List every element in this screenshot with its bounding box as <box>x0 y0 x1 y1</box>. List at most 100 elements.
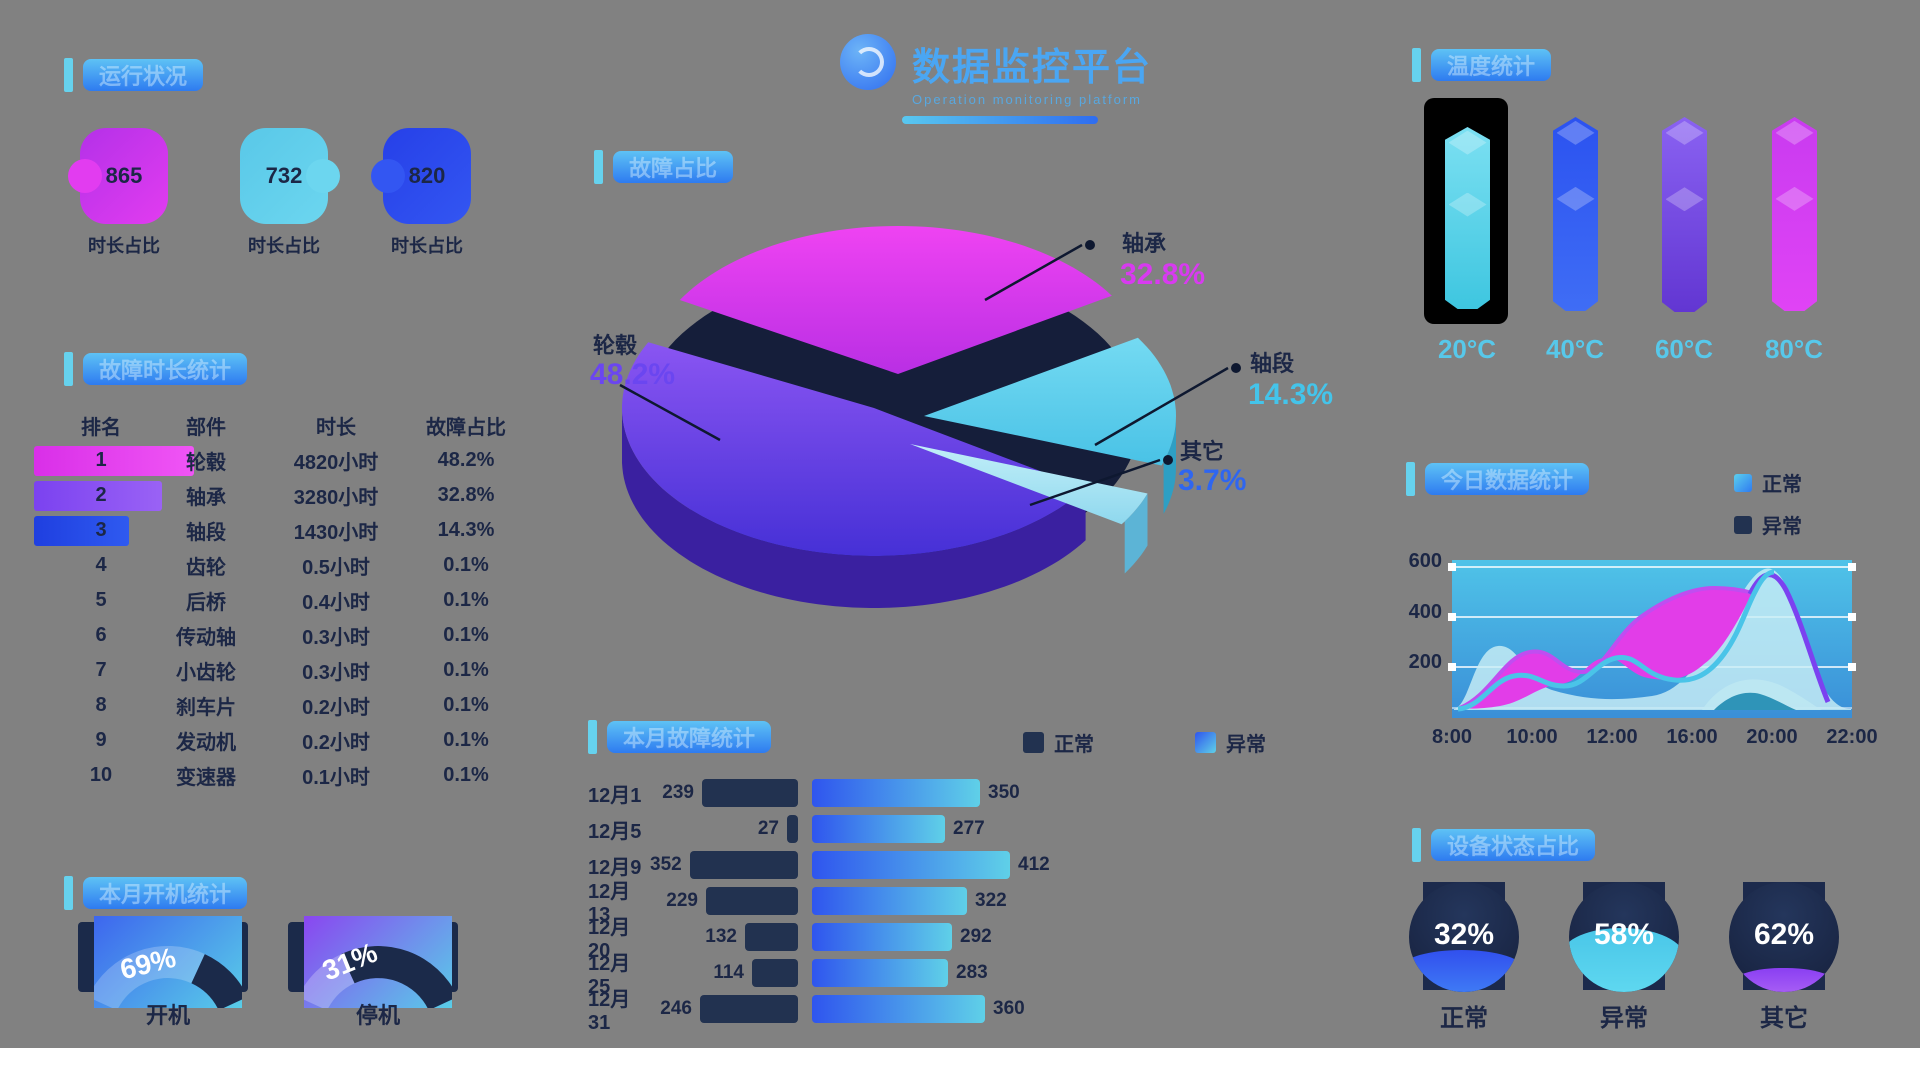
table-cell: 0.1% <box>443 694 489 716</box>
liquid-gauge-label: 异常 <box>1600 1005 1648 1032</box>
pie-label-pct: 48.2% <box>590 358 676 391</box>
pie-leader-line <box>984 243 1083 302</box>
fault-bar-row: 12月31 246 360 <box>588 989 1025 1034</box>
table-cell: 2 <box>95 484 107 506</box>
section-title: 本月开机统计 <box>83 877 248 909</box>
table-row[interactable]: 7 小齿轮 0.3小时 0.1% <box>56 653 526 688</box>
thermometer-bar[interactable] <box>1772 117 1817 311</box>
table-cell: 6 <box>95 624 107 646</box>
area-x-tick: 22:00 <box>1826 726 1878 748</box>
fault-bar-date: 12月31 <box>588 989 631 1034</box>
table-row[interactable]: 9 发动机 0.2小时 0.1% <box>56 723 526 758</box>
section-accent-bar <box>64 352 73 386</box>
table-cell: 传动轴 <box>176 627 236 649</box>
area-y-tick: 600 <box>1408 550 1442 572</box>
area-x-tick: 20:00 <box>1746 726 1798 748</box>
table-row[interactable]: 2 轴承 3280小时 32.8% <box>34 478 526 513</box>
pie-slice-其它[interactable] <box>910 444 1148 525</box>
fault-bar-abnormal-value: 322 <box>975 890 1007 911</box>
table-cell: 0.1% <box>443 659 489 681</box>
pie-chart <box>619 226 1241 608</box>
legend-swatch <box>1734 515 1752 534</box>
table-cell: 0.1小时 <box>302 767 370 789</box>
area-teal-mound <box>1714 692 1796 710</box>
pie-leader-line <box>619 383 721 442</box>
platform-logo-icon <box>840 34 896 90</box>
liquid-gauge-circle[interactable]: 58% <box>1569 882 1679 992</box>
fault-bar-abnormal[interactable] <box>812 815 945 843</box>
table-row[interactable]: 5 后桥 0.4小时 0.1% <box>56 583 526 618</box>
section-pie: 故障占比 <box>594 150 734 184</box>
fault-bar-abnormal-value: 412 <box>1018 854 1050 875</box>
liquid-gauge-circle[interactable]: 32% <box>1409 882 1519 992</box>
pie-slice-轴承[interactable] <box>679 226 1112 374</box>
area-tick-square <box>1848 613 1856 621</box>
table-row[interactable]: 4 齿轮 0.5小时 0.1% <box>56 548 526 583</box>
area-y-tick: 400 <box>1408 601 1442 623</box>
pie-leader-line <box>1029 458 1161 507</box>
fault-bar-abnormal[interactable] <box>812 887 967 915</box>
thermometer-bar[interactable] <box>1553 117 1598 311</box>
status-card: 732 <box>240 128 340 224</box>
table-cell: 8 <box>95 694 107 716</box>
fault-bar-normal[interactable] <box>752 959 798 987</box>
legend-area-normal[interactable]: 正常 <box>1734 468 1802 497</box>
gauge-label: 停机 <box>355 1003 400 1028</box>
table-cell: 0.1% <box>443 729 489 751</box>
fault-bar-abnormal[interactable] <box>812 995 985 1023</box>
fault-bar-row: 12月9 352 412 <box>588 851 1050 879</box>
legend-area-abnormal[interactable]: 异常 <box>1734 510 1802 539</box>
table-row[interactable]: 6 传动轴 0.3小时 0.1% <box>56 618 526 653</box>
table-header-cell: 时长 <box>316 417 356 439</box>
fault-bar-normal[interactable] <box>745 923 798 951</box>
pie-slice-轮毂[interactable] <box>622 342 1086 556</box>
section-accent-bar <box>594 150 603 184</box>
table-row[interactable]: 3 轴段 1430小时 14.3% <box>34 513 526 548</box>
table-cell: 3280小时 <box>293 487 379 509</box>
section-rank-table: 故障时长统计 <box>64 352 248 386</box>
table-cell: 刹车片 <box>176 697 236 719</box>
table-header-cell: 排名 <box>81 417 121 439</box>
thermometer-facet <box>1665 187 1704 212</box>
table-row[interactable]: 1 轮毂 4820小时 48.2% <box>34 443 526 478</box>
legend-label: 异常 <box>1226 734 1266 756</box>
table-cell: 0.2小时 <box>302 732 370 754</box>
fault-bar-abnormal[interactable] <box>812 923 952 951</box>
fault-bar-abnormal-value: 292 <box>960 926 992 947</box>
fault-bar-normal[interactable] <box>689 851 798 879</box>
table-cell: 0.1% <box>443 589 489 611</box>
fault-bar-normal[interactable] <box>702 779 798 807</box>
thermometer-bar[interactable] <box>1445 127 1490 309</box>
fault-bar-abnormal[interactable] <box>812 959 948 987</box>
pie-leader-line <box>1094 366 1229 447</box>
legend-label: 正常 <box>1054 734 1094 756</box>
legend-normal[interactable]: 正常 <box>1023 728 1094 757</box>
legend-abnormal[interactable]: 异常 <box>1195 728 1266 757</box>
liquid-gauge-fill <box>1729 968 1839 992</box>
liquid-gauge-tile: 32% <box>1409 882 1519 992</box>
fault-bar-normal[interactable] <box>700 995 798 1023</box>
liquid-gauge-circle[interactable]: 62% <box>1729 882 1839 992</box>
fault-bar-abnormal[interactable] <box>812 851 1010 879</box>
thermometer-facet <box>1556 120 1595 145</box>
table-row[interactable]: 10 变速器 0.1小时 0.1% <box>56 758 526 793</box>
fault-bar-abnormal[interactable] <box>812 779 980 807</box>
status-card-label: 时长占比 <box>391 236 463 256</box>
fault-bar-right-zone: 292 <box>812 923 992 951</box>
liquid-gauge-fill <box>1569 928 1679 992</box>
section-title: 温度统计 <box>1431 49 1552 81</box>
fault-bar-abnormal-value: 283 <box>956 962 988 983</box>
fault-bar-normal-value: 114 <box>713 962 744 983</box>
fault-bar-normal[interactable] <box>706 887 798 915</box>
fault-bar-row: 12月25 114 283 <box>588 953 988 998</box>
status-card-bump <box>306 159 340 193</box>
thermometer-bar[interactable] <box>1662 117 1707 312</box>
pie-slice-side <box>1163 416 1176 514</box>
liquid-gauge-tile: 62% <box>1729 882 1839 992</box>
liquid-gauge-value: 32% <box>1433 918 1495 951</box>
pie-slice-side <box>1124 493 1148 574</box>
area-chart-panel <box>1448 560 1856 718</box>
table-row[interactable]: 8 刹车片 0.2小时 0.1% <box>56 688 526 723</box>
thermometer-facet <box>1556 186 1595 211</box>
fault-bar-normal[interactable] <box>787 815 798 843</box>
